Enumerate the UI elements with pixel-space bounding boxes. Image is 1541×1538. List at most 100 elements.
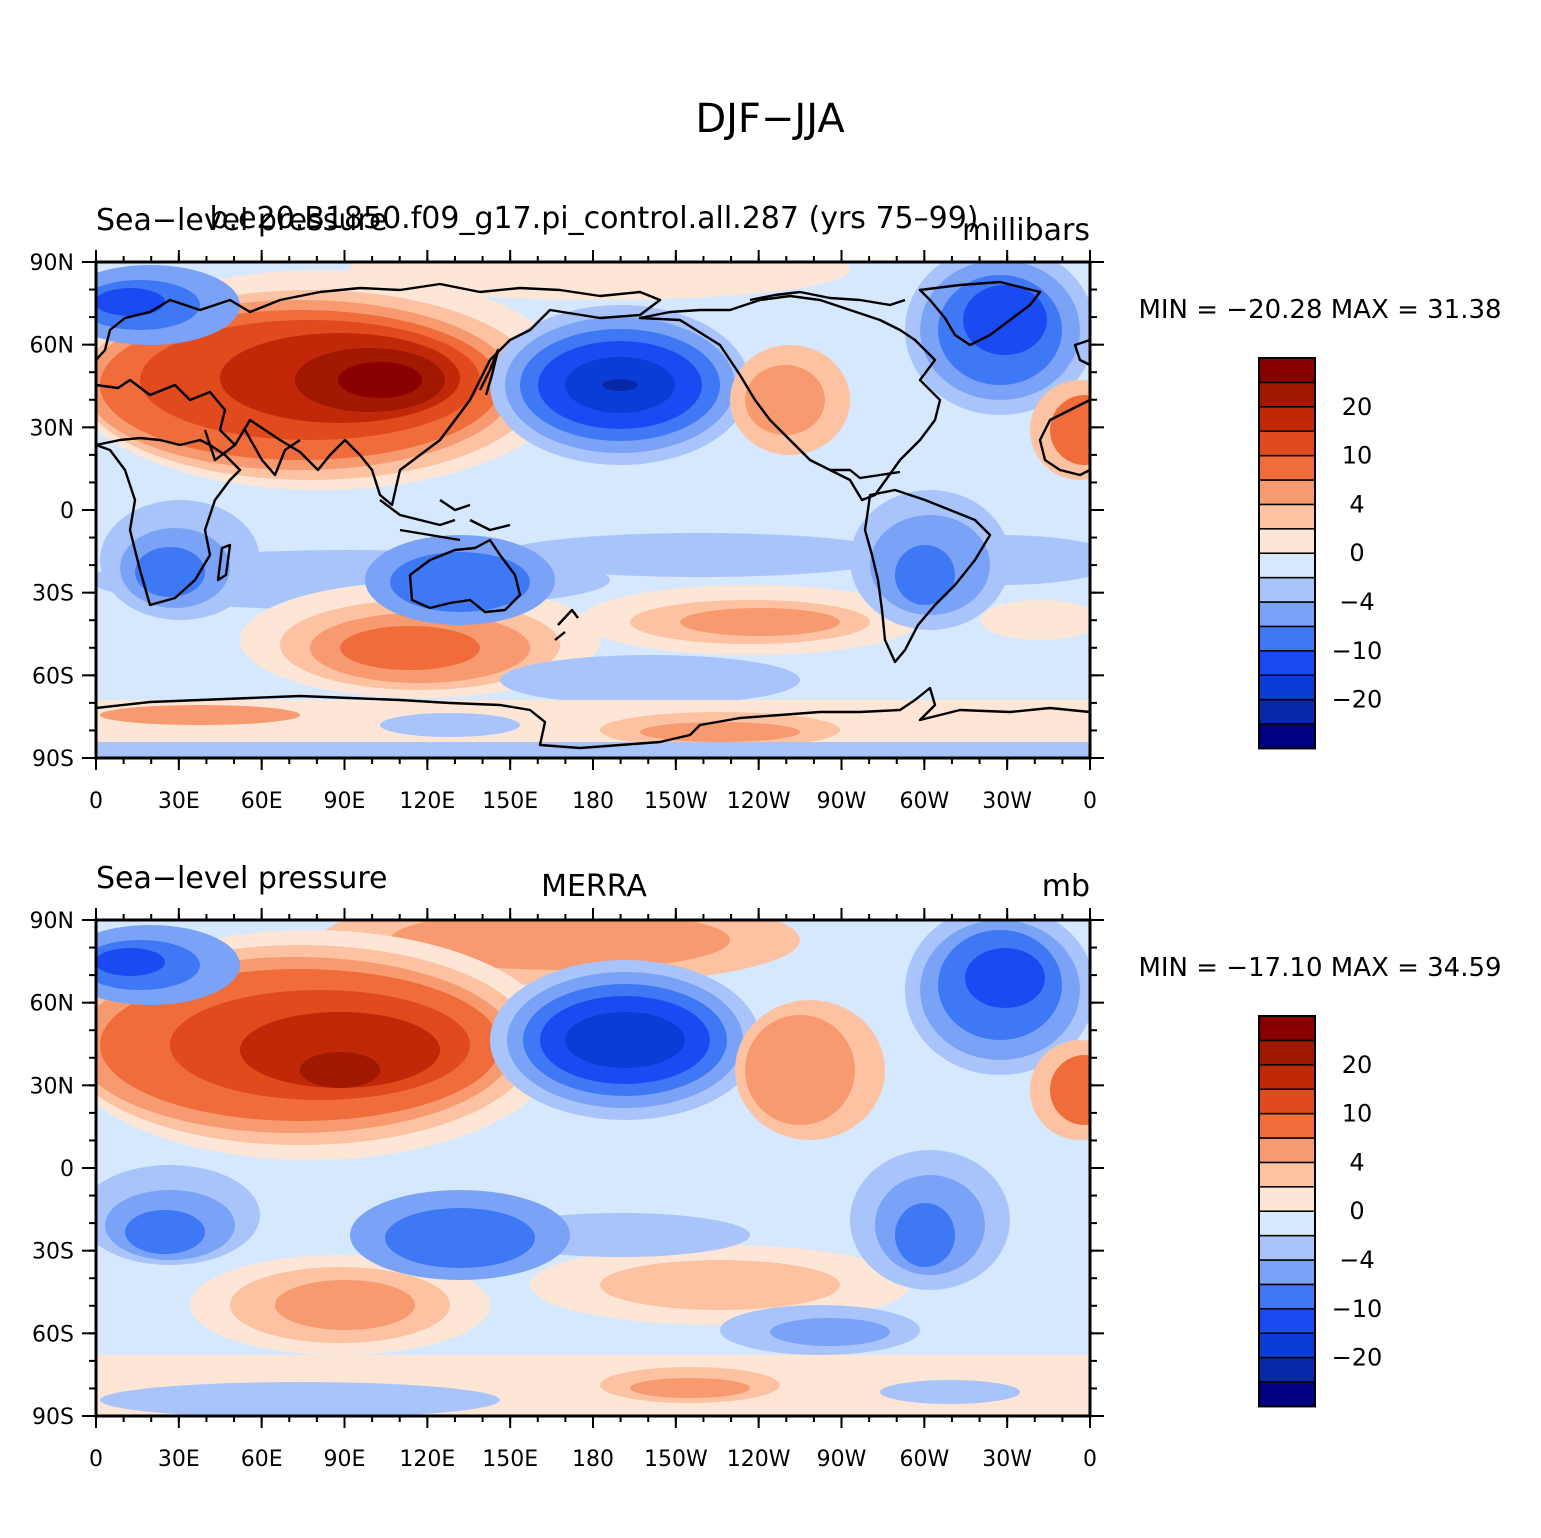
lat-label: 0	[60, 1157, 74, 1182]
colorbar-swatch	[1258, 650, 1316, 676]
colorbar-swatch	[1258, 1332, 1316, 1359]
colorbar-swatch	[1258, 1186, 1316, 1212]
colorbar-swatch	[1258, 601, 1316, 628]
colorbar-swatch	[1258, 1064, 1316, 1090]
lat-label: 90N	[30, 909, 74, 934]
colorbar-label: −20	[1332, 1344, 1383, 1372]
colorbar-label: 20	[1342, 393, 1373, 421]
colorbar-label: 10	[1342, 442, 1373, 470]
colorbar-label: −4	[1339, 588, 1374, 616]
colorbar-swatch	[1258, 357, 1316, 384]
lon-label: 30E	[158, 789, 200, 814]
colorbar: 20 10 4 0 −4 −10 −20	[1258, 357, 1383, 750]
lon-label: 60W	[899, 1447, 949, 1472]
colorbar-swatch	[1258, 1283, 1316, 1310]
colorbar-swatch	[1258, 1088, 1316, 1115]
lon-labels: 0 30E 60E 90E 120E 150E 180 150W 120W 90W 60W 30W 0	[89, 1447, 1097, 1472]
lon-label: 0	[1083, 1447, 1097, 1472]
colorbar-label: −10	[1332, 637, 1383, 665]
lat-label: 30S	[32, 582, 74, 607]
lon-label: 90W	[817, 1447, 867, 1472]
lat-label: 90S	[32, 747, 74, 772]
lon-label: 120W	[727, 1447, 791, 1472]
lon-label: 120E	[399, 1447, 455, 1472]
lon-label: 60W	[899, 789, 949, 814]
colorbar-label: −4	[1339, 1246, 1374, 1274]
lon-label: 0	[1083, 789, 1097, 814]
lon-label: 90E	[324, 789, 366, 814]
colorbar-swatch	[1258, 1015, 1316, 1042]
colorbar-swatch	[1258, 552, 1316, 579]
lon-label: 120E	[399, 789, 455, 814]
colorbar-label: 0	[1349, 1197, 1364, 1225]
colorbar-frame	[1258, 1015, 1316, 1408]
lat-label: 30N	[30, 1074, 74, 1099]
lon-labels: 0 30E 60E 90E 120E 150E 180 150W 120W 90W 60W 30W 0	[89, 789, 1097, 814]
lon-label: 150E	[482, 789, 538, 814]
colorbar-swatch	[1258, 1210, 1316, 1237]
lon-label: 30E	[158, 1447, 200, 1472]
lon-label: 0	[89, 1447, 103, 1472]
colorbar: 20 10 4 0 −4 −10 −20	[1258, 1015, 1383, 1408]
colorbar-swatch	[1258, 1137, 1316, 1164]
panel-merra: Sea−level pressure MERRA mb	[30, 861, 1502, 1472]
colorbar-label: 0	[1349, 539, 1364, 567]
colorbar-swatch	[1258, 576, 1316, 603]
lon-label: 30W	[982, 789, 1032, 814]
colorbar-swatch	[1258, 723, 1316, 750]
lat-label: 60N	[30, 334, 74, 359]
colorbar-swatch	[1258, 1381, 1316, 1408]
lon-label: 0	[89, 789, 103, 814]
colorbar-swatch	[1258, 1356, 1316, 1383]
minmax-label: MIN = −20.28 MAX = 31.38	[1138, 295, 1501, 325]
axis-ticks	[82, 250, 1104, 770]
lat-label: 90N	[30, 251, 74, 276]
colorbar-label: −20	[1332, 686, 1383, 714]
colorbar-swatch	[1258, 503, 1316, 530]
panel-left-title: Sea−level pressure	[96, 203, 387, 238]
panel-center-title: MERRA	[541, 869, 647, 904]
lon-label: 60E	[241, 1447, 283, 1472]
colorbar-swatch	[1258, 625, 1316, 652]
lon-label: 150E	[482, 1447, 538, 1472]
map-field-merra	[96, 920, 1090, 1416]
lat-label: 60N	[30, 992, 74, 1017]
colorbar-label: 4	[1349, 490, 1364, 518]
colorbar-frame	[1258, 357, 1316, 750]
lat-label: 90S	[32, 1405, 74, 1430]
panel-units: mb	[1042, 869, 1090, 904]
panel-left-title: Sea−level pressure	[96, 861, 387, 896]
lon-label: 180	[572, 789, 614, 814]
colorbar-swatch	[1258, 430, 1316, 457]
axis-ticks	[82, 908, 1104, 1428]
colorbar-swatch	[1258, 528, 1316, 554]
figure-title: DJF−JJA	[695, 96, 845, 142]
lon-label: 150W	[644, 1447, 708, 1472]
lat-labels: 90N 60N 30N 0 30S 60S 90S	[30, 251, 74, 772]
lon-label: 90E	[324, 1447, 366, 1472]
colorbar-label: 10	[1342, 1100, 1373, 1128]
lon-label: 90W	[817, 789, 867, 814]
map-field-model	[96, 262, 1090, 758]
colorbar-swatch	[1258, 1112, 1316, 1139]
lat-label: 60S	[32, 1322, 74, 1347]
colorbar-swatch	[1258, 406, 1316, 432]
lat-label: 0	[60, 499, 74, 524]
colorbar-swatch	[1258, 1039, 1316, 1066]
colorbar-swatch	[1258, 1234, 1316, 1261]
lon-label: 30W	[982, 1447, 1032, 1472]
lat-label: 60S	[32, 664, 74, 689]
lon-label: 180	[572, 1447, 614, 1472]
colorbar-swatch	[1258, 1259, 1316, 1286]
colorbar-label: −10	[1332, 1295, 1383, 1323]
colorbar-swatch	[1258, 674, 1316, 701]
panel-model: Sea−level pressure b.e20.B1850.f09_g17.p…	[30, 201, 1502, 814]
lat-labels: 90N 60N 30N 0 30S 60S 90S	[30, 909, 74, 1430]
lon-label: 60E	[241, 789, 283, 814]
lat-label: 30S	[32, 1240, 74, 1265]
lon-label: 150W	[644, 789, 708, 814]
colorbar-swatch	[1258, 1308, 1316, 1334]
colorbar-label: 4	[1349, 1148, 1364, 1176]
colorbar-label: 20	[1342, 1051, 1373, 1079]
